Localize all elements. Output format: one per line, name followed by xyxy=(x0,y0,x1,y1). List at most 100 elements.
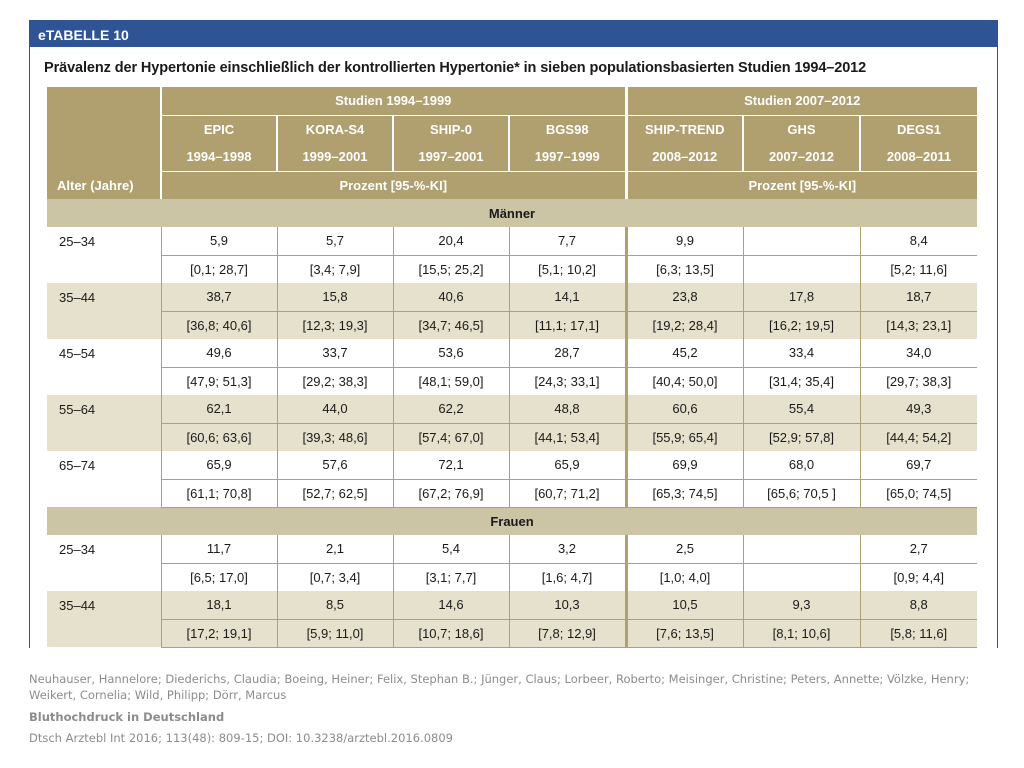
table-label: eTABELLE 10 xyxy=(38,27,129,43)
confidence-interval: [0,9; 4,4] xyxy=(859,562,977,591)
confidence-interval: [11,1; 17,1] xyxy=(508,310,626,339)
header-row-units: Prozent [95-%-KI] Prozent [95-%-KI] xyxy=(47,170,977,199)
confidence-interval: [7,6; 13,5] xyxy=(624,618,743,648)
prevalence-value: 8,5 xyxy=(276,591,393,619)
prevalence-value: 11,7 xyxy=(206,541,232,557)
confidence-interval: [60,7; 71,2] xyxy=(508,478,626,508)
prevalence-value: 2,7 xyxy=(859,535,977,563)
confidence-interval: [44,1; 53,4] xyxy=(508,422,626,451)
prevalence-value: 10,5 xyxy=(624,591,743,619)
table-row-ci: [47,9; 51,3] [29,2; 38,3] [48,1; 59,0] [24,… xyxy=(47,366,977,395)
confidence-interval: [47,9; 51,3] xyxy=(161,366,277,395)
group-header-1994-1999: Studien 1994–1999 xyxy=(160,87,626,115)
study-name: EPIC xyxy=(160,114,277,143)
study-name: KORA-S4 xyxy=(276,114,393,143)
confidence-interval: [7,8; 12,9] xyxy=(508,618,626,648)
prevalence-value: 18,1 xyxy=(161,591,277,619)
confidence-interval: [36,8; 40,6] xyxy=(161,310,277,339)
table-frame: eTABELLE 10 Prävalenz der Hypertonie ein… xyxy=(29,20,998,648)
prevalence-value: 8,4 xyxy=(859,227,977,255)
prevalence-value: 55,4 xyxy=(742,395,860,423)
age-group: 55–64 xyxy=(47,395,162,451)
age-group: 25–34 xyxy=(47,535,162,591)
header-row-groups: Alter (Jahre) Studien 1994–1999 Studien 20… xyxy=(47,87,977,199)
prevalence-value: 5,7 xyxy=(276,227,393,255)
table-row-ci: [6,5; 17,0] [0,7; 3,4] [3,1; 7,7] [1,6; 4,7… xyxy=(47,562,977,591)
table-title: Prävalenz der Hypertonie einschließlich … xyxy=(44,60,867,76)
prevalence-value: 40,6 xyxy=(392,283,509,311)
prevalence-value: 28,7 xyxy=(508,339,626,367)
citation-journal: Dtsch Arztebl Int 2016; 113(48): 809-15;… xyxy=(29,731,453,745)
table-row: 35–44 18,1 8,5 14,6 10,3 10,5 9,3 8,8 xyxy=(47,591,977,647)
confidence-interval: [48,1; 59,0] xyxy=(392,366,509,395)
study-name: DEGS1 xyxy=(859,114,977,143)
confidence-interval xyxy=(742,254,860,283)
confidence-interval: [55,9; 65,4] xyxy=(624,422,743,451)
confidence-interval: [3,4; 7,9] xyxy=(276,254,393,283)
confidence-interval: [12,3; 19,3] xyxy=(276,310,393,339)
section-label: Frauen xyxy=(47,507,977,535)
prevalence-value: 68,0 xyxy=(742,451,860,479)
data-table: Alter (Jahre) Studien 1994–1999 Studien 20… xyxy=(47,87,977,648)
prevalence-value: 45,2 xyxy=(624,339,743,367)
confidence-interval: [16,2; 19,5] xyxy=(742,310,860,339)
confidence-interval: [6,3; 13,5] xyxy=(624,254,743,283)
study-years: 1999–2001 xyxy=(276,143,393,171)
table-row: 65–74 65,9 57,6 72,1 65,9 69,9 68,0 69,7 xyxy=(47,451,977,507)
prevalence-value xyxy=(742,535,860,563)
confidence-interval: [44,4; 54,2] xyxy=(859,422,977,451)
table-row: 45–54 49,6 33,7 53,6 28,7 45,2 33,4 34,0 xyxy=(47,339,977,395)
citation-title: Bluthochdruck in Deutschland xyxy=(29,710,225,724)
prevalence-value: 60,6 xyxy=(624,395,743,423)
confidence-interval: [65,0; 74,5] xyxy=(859,478,977,508)
prevalence-value: 14,6 xyxy=(392,591,509,619)
confidence-interval: [60,6; 63,6] xyxy=(161,422,277,451)
prevalence-value: 49,6 xyxy=(206,345,232,361)
unit-label: Prozent [95-%-KI] xyxy=(624,170,977,199)
prevalence-value: 33,4 xyxy=(742,339,860,367)
confidence-interval: [24,3; 33,1] xyxy=(508,366,626,395)
study-years: 2008–2011 xyxy=(859,143,977,171)
confidence-interval: [17,2; 19,1] xyxy=(161,618,277,648)
age-group: 25–34 xyxy=(47,227,162,283)
prevalence-value: 15,8 xyxy=(276,283,393,311)
header-row-years: 1994–1998 1999–2001 1997–2001 1997–1999 2008… xyxy=(47,143,977,171)
confidence-interval: [5,2; 11,6] xyxy=(859,254,977,283)
confidence-interval: [8,1; 10,6] xyxy=(742,618,860,648)
prevalence-value: 57,6 xyxy=(276,451,393,479)
confidence-interval: [29,7; 38,3] xyxy=(859,366,977,395)
study-name: SHIP-TREND xyxy=(624,114,743,143)
confidence-interval: [65,3; 74,5] xyxy=(624,478,743,508)
confidence-interval: [52,7; 62,5] xyxy=(276,478,393,508)
study-name: SHIP-0 xyxy=(392,114,509,143)
prevalence-value: 38,7 xyxy=(161,283,277,311)
prevalence-value: 3,2 xyxy=(508,535,626,563)
study-years: 1997–2001 xyxy=(392,143,509,171)
prevalence-value: 62,2 xyxy=(392,395,509,423)
prevalence-value: 48,8 xyxy=(508,395,626,423)
prevalence-value: 2,5 xyxy=(624,535,743,563)
prevalence-value: 34,0 xyxy=(859,339,977,367)
prevalence-value: 62,1 xyxy=(161,395,277,423)
table-row: 25–34 11,7 2,1 5,4 3,2 2,5 2,7 xyxy=(47,535,977,591)
confidence-interval: [14,3; 23,1] xyxy=(859,310,977,339)
confidence-interval: [5,8; 11,6] xyxy=(859,618,977,648)
table-row-ci: [61,1; 70,8] [52,7; 62,5] [67,2; 76,9] [60,… xyxy=(47,478,977,508)
prevalence-value xyxy=(742,227,860,255)
prevalence-value: 17,8 xyxy=(742,283,860,311)
prevalence-value: 2,1 xyxy=(276,535,393,563)
prevalence-value: 20,4 xyxy=(392,227,509,255)
table-row: 25–34 5,9 5,7 20,4 7,7 9,9 8,4 xyxy=(47,227,977,283)
group-header-2007-2012: Studien 2007–2012 xyxy=(624,87,977,115)
age-column-header: Alter (Jahre) xyxy=(47,87,161,199)
confidence-interval: [10,7; 18,6] xyxy=(392,618,509,648)
prevalence-value: 44,0 xyxy=(276,395,393,423)
age-group: 65–74 xyxy=(47,451,162,507)
confidence-interval: [15,5; 25,2] xyxy=(392,254,509,283)
prevalence-value: 49,3 xyxy=(859,395,977,423)
prevalence-value: 69,9 xyxy=(624,451,743,479)
study-name: GHS xyxy=(742,114,860,143)
confidence-interval: [19,2; 28,4] xyxy=(624,310,743,339)
section-label: Männer xyxy=(47,199,977,227)
study-name: BGS98 xyxy=(508,114,626,143)
